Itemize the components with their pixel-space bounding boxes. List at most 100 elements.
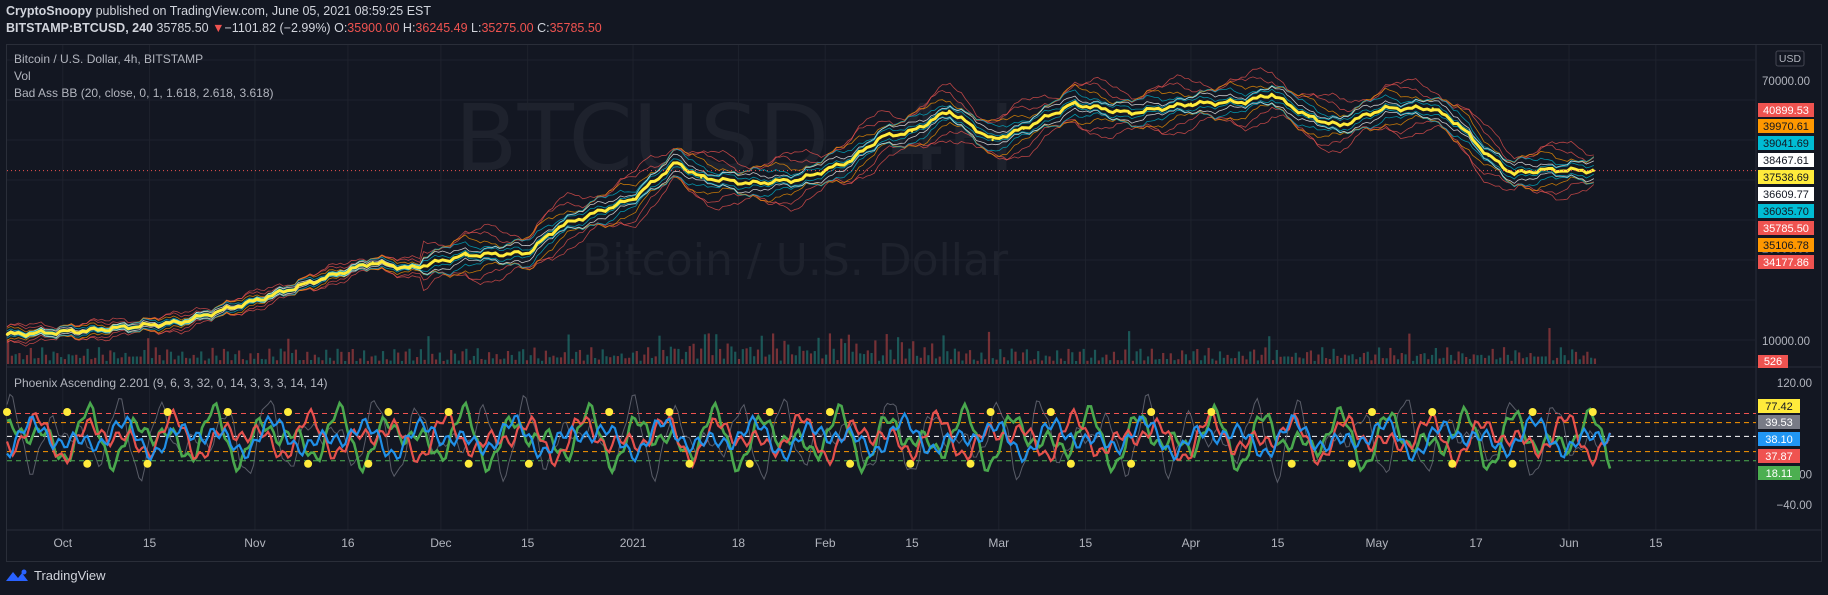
volume-bar [1215,360,1218,364]
bb-level-label: 36035.70 [1763,206,1809,218]
volume-bar [389,360,392,364]
volume-bar [245,360,248,364]
volume-bar [438,352,441,364]
volume-bar [272,356,275,364]
price-point [1072,102,1075,106]
volume-bar [1109,360,1112,364]
osc-level-label: 77.42 [1765,401,1793,413]
price-change: −1101.82 (−2.99%) [224,21,331,35]
bb-level-label: 36609.77 [1763,189,1809,201]
close-value: 35785.50 [549,21,602,35]
volume-bar [1003,357,1006,364]
x-tick-label: Nov [244,536,265,550]
volume-bar [158,354,161,364]
volume-bar [465,348,468,364]
volume-bar [518,351,521,364]
volume-bar [847,334,850,364]
volume-bar [75,354,78,364]
volume-bar [1112,351,1116,364]
volume-bar [321,360,324,364]
volume-bar [794,355,797,364]
price-point [991,138,994,142]
author-name[interactable]: CryptoSnoopy [6,4,93,18]
volume-bar [116,358,120,364]
volume-bar [268,348,271,364]
volume-bar [82,355,85,364]
chart-frame[interactable] [6,44,1822,562]
volume-bar [1412,360,1415,364]
volume-bar [597,359,601,364]
bb-band-line [6,106,1594,344]
volume-bar [1313,360,1316,364]
volume-bar [1014,351,1017,364]
volume-bar [510,354,513,364]
volume-bar [1540,356,1544,364]
volume-bar [33,358,36,364]
volume-bar [919,357,922,364]
volume-bar [1453,360,1456,364]
publish-info: published on TradingView.com, June 05, 2… [95,4,432,18]
oscillator-signal-dot [83,459,92,468]
low-label: L: [471,21,482,35]
tradingview-footer[interactable]: TradingView [6,568,106,583]
price-point [1245,100,1248,103]
bb-level-badge [1758,170,1814,184]
volume-bar [1279,356,1282,364]
volume-bar [889,349,892,364]
volume-bar [643,354,646,364]
volume-bar [397,352,400,364]
volume-bar [552,355,555,364]
volume-bar [896,337,900,364]
volume-bar [1332,348,1335,364]
price-point [557,225,560,228]
bb-level-label: 34177.86 [1763,257,1809,269]
volume-bar [256,353,260,364]
price-point [1127,112,1131,115]
volume-bar [798,346,801,364]
volume-bar [1502,347,1506,364]
oscillator-signal-dot [1347,459,1356,468]
volume-bar [836,360,839,364]
volume-bar [67,354,70,364]
price-point [179,321,182,324]
osc-level-label: 39.53 [1765,417,1793,429]
bb-level-label: 38467.61 [1763,155,1809,167]
volume-bar [120,357,123,364]
volume-bar [143,350,146,364]
volume-bar [942,335,945,364]
volume-bar [434,359,438,364]
volume-bar [1309,350,1312,364]
volume-bar [734,351,737,364]
volume-bar [677,348,680,364]
volume-bar [1393,355,1396,364]
volume-bar [673,348,676,364]
volume-bar [1552,360,1555,364]
volume-bar [412,360,415,364]
volume-bar [1025,349,1028,364]
oscillator-signal-dot [1287,459,1296,468]
volume-bar [230,360,233,364]
bb-band-line [6,88,1594,336]
price-point [464,254,467,257]
volume-bar [294,349,298,364]
volume-bar [995,359,998,364]
volume-bar [760,335,763,364]
volume-bar [446,359,449,364]
volume-bar [1529,353,1532,364]
volume-bar [635,351,638,364]
volume-bar [544,350,547,364]
volume-bar [150,358,154,364]
bb-band-line [6,101,1594,339]
volume-bar [442,360,445,364]
volume-bar [1033,359,1036,364]
volume-bar [1271,360,1275,364]
volume-bar [1476,355,1479,364]
volume-bar [1544,356,1547,364]
volume-bar [359,358,362,364]
bb-level-badge [1758,187,1814,201]
volume-bar [1495,359,1498,364]
volume-bar [1086,360,1089,364]
price-point [526,251,529,255]
price-point [1270,92,1273,96]
